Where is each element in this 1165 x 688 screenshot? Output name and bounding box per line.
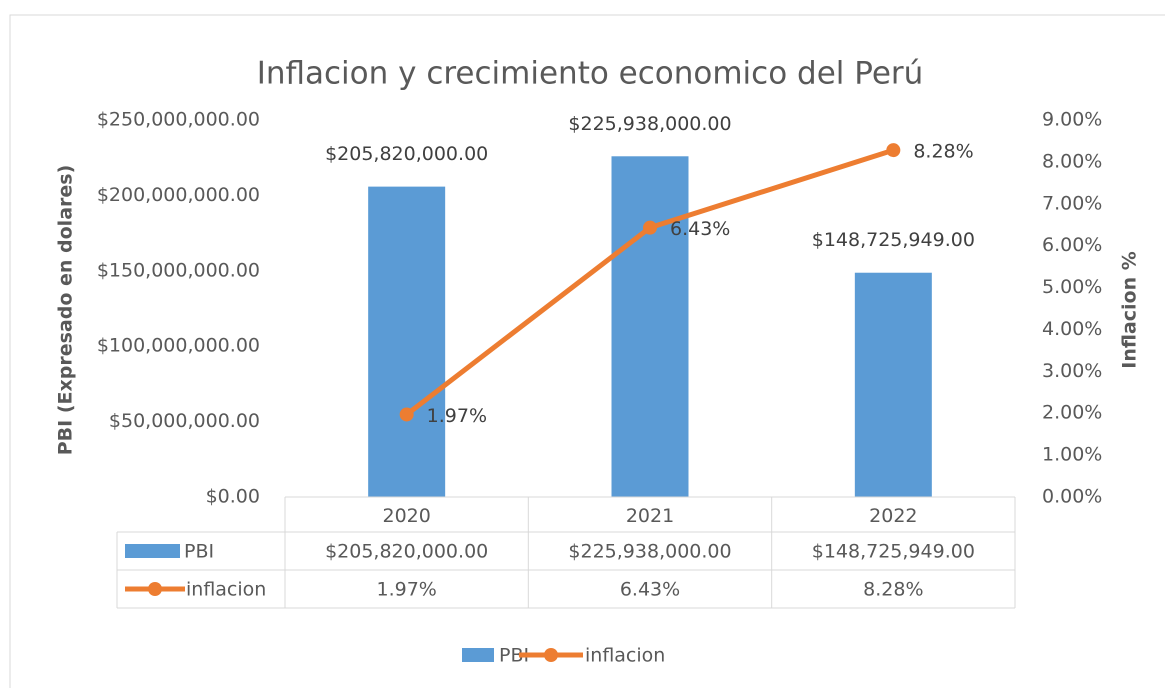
table-cell: 6.43% [620,579,680,601]
line-marker [643,220,657,235]
y-tick-label: $200,000,000.00 [97,184,260,206]
table-legend-key [125,544,180,558]
y2-tick-label: 4.00% [1042,318,1102,340]
y-tick-label: $100,000,000.00 [97,335,260,357]
bar-value-label: $205,820,000.00 [325,143,488,165]
bar [611,156,689,497]
x-tick-label: 2022 [869,505,917,527]
x-tick-label: 2021 [626,505,674,527]
line-value-label: 8.28% [913,141,973,163]
table-cell: $148,725,949.00 [812,541,975,563]
bar-value-label: $225,938,000.00 [568,113,731,135]
table-legend-key [148,582,162,596]
bar-value-label: $148,725,949.00 [812,229,975,251]
y2-tick-label: 8.00% [1042,150,1102,172]
y-tick-label: $150,000,000.00 [97,259,260,281]
y2-axis-title: Inflacion % [1119,251,1141,369]
y2-tick-label: 9.00% [1042,109,1102,131]
y-axis-title: PBI (Expresado en dolares) [55,165,77,456]
bar [368,186,446,497]
y-tick-label: $50,000,000.00 [109,410,260,432]
y2-tick-label: 7.00% [1042,192,1102,214]
line-marker [886,143,901,158]
line-marker [399,407,414,422]
y2-tick-label: 1.00% [1042,444,1102,466]
y-tick-label: $0.00 [206,486,260,508]
chart-border [9,14,1165,688]
y-tick-label: $250,000,000.00 [97,109,260,131]
table-cell: $205,820,000.00 [325,541,488,563]
legend-label: PBI [499,645,529,667]
table-cell: 8.28% [863,579,923,601]
legend-key [462,648,494,662]
y2-tick-label: 2.00% [1042,402,1102,424]
x-tick-label: 2020 [382,505,430,527]
table-cell: $225,938,000.00 [568,541,731,563]
legend-label: inflacion [585,645,665,667]
chart-title: Inflacion y crecimiento economico del Pe… [257,56,924,92]
y2-tick-label: 5.00% [1042,276,1102,298]
table-cell: 1.97% [376,579,436,601]
y2-tick-label: 6.00% [1042,234,1102,256]
line-value-label: 6.43% [670,218,730,240]
legend-key [544,648,558,662]
table-row-label: inflacion [186,579,266,601]
y2-tick-label: 0.00% [1042,486,1102,508]
table-row-label: PBI [184,541,214,563]
y2-tick-label: 3.00% [1042,360,1102,382]
line-value-label: 1.97% [427,405,487,427]
bar [854,272,932,497]
